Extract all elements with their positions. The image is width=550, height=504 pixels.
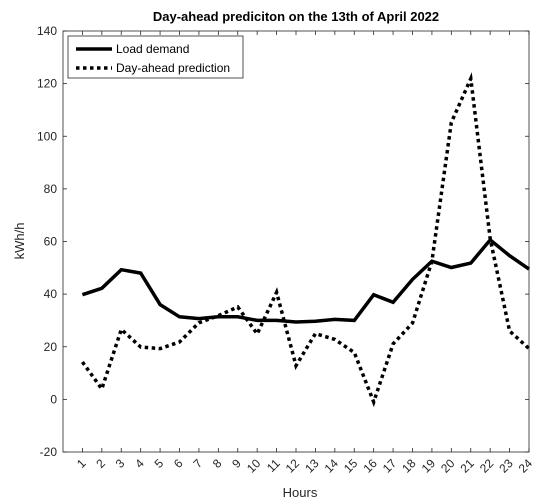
x-tick-label: 22: [477, 456, 497, 476]
x-tick-label: 20: [438, 456, 458, 476]
x-tick-label: 19: [419, 456, 439, 476]
y-axis-label: kWh/h: [12, 223, 27, 260]
x-tick-label: 8: [210, 456, 225, 471]
y-tick-label: 0: [50, 392, 57, 406]
x-tick-label: 15: [341, 456, 361, 476]
x-tick-label: 13: [302, 456, 322, 476]
plot-area: [62, 30, 530, 453]
y-tick-label: 80: [44, 182, 58, 196]
chart-title: Day-ahead prediciton on the 13th of Apri…: [153, 9, 439, 24]
legend-label-day-ahead-prediction: Day-ahead prediction: [116, 61, 230, 75]
x-tick-label: 6: [171, 456, 186, 471]
x-tick-label: 7: [190, 456, 205, 471]
x-tick-label: 11: [264, 456, 283, 475]
x-tick-label: 24: [516, 456, 536, 476]
y-tick-label: 100: [37, 129, 57, 143]
legend: Load demand Day-ahead prediction: [67, 35, 244, 79]
x-tick-label: 1: [74, 456, 89, 471]
x-tick-label: 14: [322, 456, 342, 476]
x-tick-label: 9: [229, 456, 244, 471]
y-tick-label: 40: [44, 287, 58, 301]
series-line-load-demand: [81, 237, 530, 324]
x-tick-label: 2: [93, 456, 108, 471]
y-tick-label: 60: [44, 235, 58, 249]
x-tick-label: 21: [458, 456, 478, 476]
y-axis: -20 0 20 40 60 80 100 120 140: [37, 24, 529, 459]
x-tick-label: 16: [360, 456, 380, 476]
legend-label-load-demand: Load demand: [116, 42, 189, 56]
x-tick-label: 3: [113, 456, 128, 471]
x-tick-label: 4: [132, 456, 147, 471]
x-tick-label: 23: [496, 456, 516, 476]
x-tick-label: 18: [399, 456, 419, 476]
y-tick-label: 120: [37, 77, 57, 91]
x-tick-label: 12: [283, 456, 303, 476]
y-tick-label: -20: [40, 445, 58, 459]
x-tick-label: 5: [152, 456, 167, 471]
x-axis-label: Hours: [283, 485, 318, 500]
legend-box: [67, 35, 244, 79]
series-lines: [80, 72, 531, 408]
y-tick-label: 20: [44, 340, 58, 354]
x-tick-label: 10: [244, 456, 264, 476]
x-tick-label: 17: [380, 456, 400, 476]
y-tick-label: 140: [37, 24, 57, 38]
